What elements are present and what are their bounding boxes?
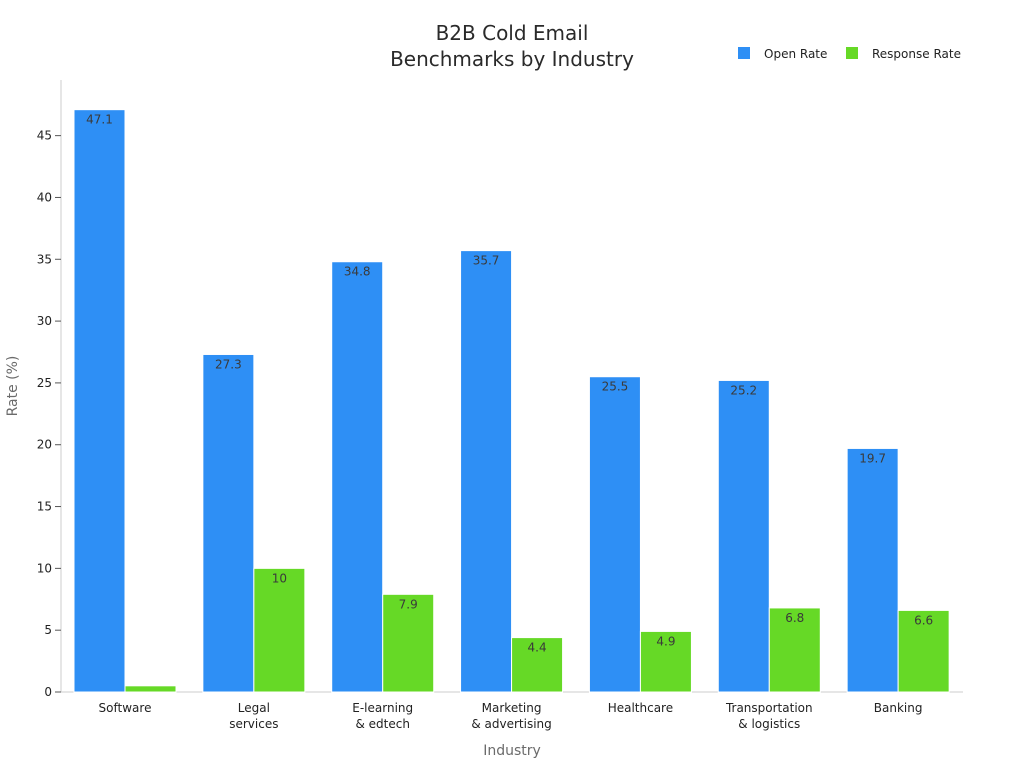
data-labels: 47.1 27.3 34.8 35.7 25.5 25.2 19.7 10 7.9 4.4 4.9 6… [86,113,933,655]
bar-response-rate [124,685,177,693]
data-label: 7.9 [399,597,418,611]
legend-label: Open Rate [764,47,827,61]
y-tick-label: 30 [37,314,52,328]
x-tick-label: Transportation [725,701,813,715]
y-tick-label: 0 [44,685,52,699]
data-label: 34.8 [344,265,371,279]
legend-swatch [846,47,858,59]
data-label: 10 [272,571,287,585]
bar-open-rate [717,379,770,693]
data-label: 6.8 [785,611,804,625]
x-tick-label: & edtech [355,717,409,731]
bar-response-rate [639,630,692,693]
axes: 0 5 10 15 20 25 30 35 40 45 Software Legal services E… [37,80,963,731]
bar-open-rate [460,250,513,693]
y-tick-label: 35 [37,252,52,266]
y-tick-label: 15 [37,500,52,514]
data-label: 4.9 [656,634,675,648]
y-tick-label: 5 [44,623,52,637]
bar-open-rate [846,447,899,693]
x-tick-label: Marketing [482,701,542,715]
bar-response-rate [897,609,950,693]
y-tick-label: 45 [37,129,52,143]
data-label: 47.1 [86,113,113,127]
data-label: 19.7 [859,451,886,465]
y-axis-title: Rate (%) [5,356,21,417]
bars [73,109,950,693]
y-tick-label: 10 [37,561,52,575]
y-tick-label: 40 [37,190,52,204]
data-label: 4.4 [528,641,547,655]
data-label: 25.5 [602,380,629,394]
bar-open-rate [588,376,641,693]
x-tick-label: Legal [238,701,270,715]
bar-open-rate [73,109,126,693]
data-label: 27.3 [215,357,242,371]
legend-label: Response Rate [872,47,961,61]
x-tick-label: Banking [874,701,923,715]
y-tick-label: 25 [37,376,52,390]
bar-open-rate [202,353,255,693]
x-axis-title: Industry [483,743,541,759]
bar-response-rate [382,593,435,693]
legend-swatch [738,47,750,59]
chart-title-line: B2B Cold Email [436,21,589,45]
chart-title-line: Benchmarks by Industry [390,47,634,71]
x-tick-label: Software [99,701,152,715]
x-tick-label: & logistics [738,717,800,731]
x-tick-label: Healthcare [608,701,673,715]
bar-open-rate [331,261,384,693]
x-tick-label: E-learning [352,701,413,715]
x-tick-label: & advertising [471,717,551,731]
legend: Open Rate Response Rate [738,47,961,61]
x-tick-label: services [229,717,278,731]
bar-response-rate [253,567,306,693]
data-label: 25.2 [730,383,757,397]
bar-response-rate [768,607,821,693]
data-label: 35.7 [473,254,500,268]
y-tick-label: 20 [37,438,52,452]
bar-response-rate [511,637,564,693]
data-label: 6.6 [914,613,933,627]
